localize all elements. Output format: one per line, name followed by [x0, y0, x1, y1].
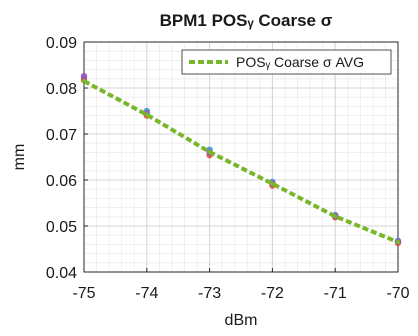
- y-tick-label: 0.09: [46, 35, 77, 52]
- series-3-point: [80, 72, 88, 80]
- series-0-point: [207, 149, 212, 155]
- series-0-point: [333, 214, 338, 219]
- legend: POSᵧ Coarse σ AVG: [181, 49, 392, 75]
- series-0-point: [395, 239, 401, 245]
- y-tick-label: 0.05: [46, 219, 77, 236]
- legend-label: POSᵧ Coarse σ AVG: [236, 54, 364, 70]
- x-tick-label: -72: [261, 285, 284, 302]
- x-tick-label: -71: [324, 285, 347, 302]
- plot-frame: [83, 41, 399, 273]
- major-grid: [83, 41, 399, 273]
- x-axis-label: dBm: [225, 312, 258, 329]
- series-0-point: [270, 181, 275, 186]
- series-layer: [80, 72, 402, 247]
- x-axis-ticks: -75 -74 -73 -72 -71 -70: [72, 268, 410, 302]
- y-axis-label: mm: [11, 144, 28, 171]
- x-tick-label: -74: [135, 285, 158, 302]
- series-0-line: [83, 79, 399, 244]
- minor-grid: [83, 41, 399, 273]
- y-axis-ticks: 0.04 0.05 0.06 0.07 0.08 0.09: [46, 35, 88, 282]
- x-tick-label: -73: [198, 285, 221, 302]
- y-tick-label: 0.08: [46, 81, 77, 98]
- y-tick-label: 0.07: [46, 127, 77, 144]
- x-tick-label: -75: [72, 285, 95, 302]
- series-0-point: [81, 78, 87, 84]
- series-0-point: [144, 112, 149, 117]
- y-tick-label: 0.06: [46, 173, 77, 190]
- chart-title: BPM1 POSᵧ Coarse σ: [160, 11, 333, 30]
- x-tick-label: -70: [386, 285, 409, 302]
- y-tick-label: 0.04: [46, 265, 77, 282]
